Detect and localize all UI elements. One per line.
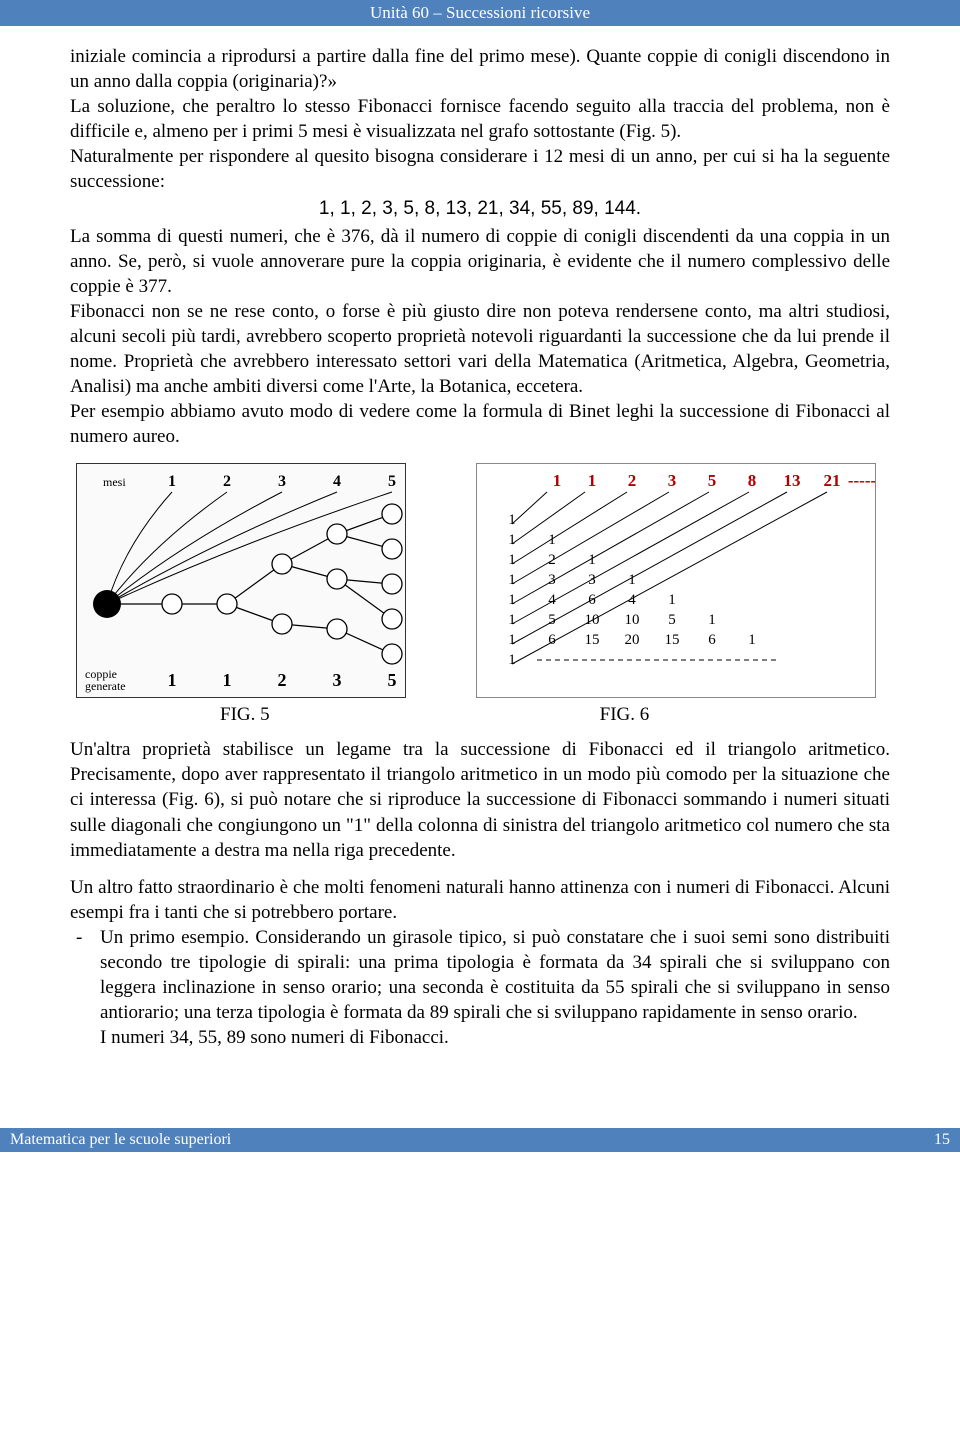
svg-text:2: 2: [548, 552, 556, 568]
svg-text:5: 5: [548, 612, 556, 628]
figure-row: mesi12345coppiegenerate11235 1123581321-…: [70, 463, 890, 698]
paragraph-8: Un altro fatto straordinario è che molti…: [70, 875, 890, 925]
svg-text:1: 1: [548, 532, 556, 548]
svg-text:1: 1: [708, 612, 716, 628]
svg-text:20: 20: [625, 632, 640, 648]
svg-text:1: 1: [553, 471, 562, 490]
svg-text:1: 1: [508, 532, 516, 548]
footer-left: Matematica per le scuole superiori: [10, 1131, 231, 1149]
svg-text:3: 3: [588, 572, 596, 588]
paragraph-4: La somma di questi numeri, che è 376, dà…: [70, 224, 890, 299]
svg-text:6: 6: [548, 632, 556, 648]
bullet-1-text: Un primo esempio. Considerando un giraso…: [100, 925, 890, 1025]
svg-text:6: 6: [588, 592, 596, 608]
svg-text:1: 1: [508, 552, 516, 568]
figure-captions: FIG. 5 FIG. 6: [70, 702, 890, 727]
svg-text:5: 5: [388, 473, 396, 490]
paragraph-6: Per esempio abbiamo avuto modo di vedere…: [70, 399, 890, 449]
svg-text:1: 1: [508, 512, 516, 528]
svg-text:15: 15: [665, 632, 680, 648]
svg-text:5: 5: [668, 612, 676, 628]
svg-text:-----: -----: [848, 471, 876, 490]
svg-text:1: 1: [508, 632, 516, 648]
paragraph-5: Fibonacci non se ne rese conto, o forse …: [70, 299, 890, 399]
svg-text:10: 10: [585, 612, 600, 628]
svg-text:4: 4: [548, 592, 556, 608]
bullet-1: - Un primo esempio. Considerando un gira…: [70, 925, 890, 1025]
svg-text:2: 2: [223, 473, 231, 490]
footer-page-number: 15: [934, 1131, 950, 1149]
svg-text:1: 1: [748, 632, 756, 648]
svg-text:4: 4: [628, 592, 636, 608]
svg-text:21: 21: [824, 471, 841, 490]
svg-text:mesi: mesi: [103, 475, 126, 489]
svg-text:3: 3: [278, 473, 286, 490]
svg-text:1: 1: [668, 592, 676, 608]
svg-text:generate: generate: [85, 679, 126, 693]
svg-text:13: 13: [784, 471, 801, 490]
svg-text:1: 1: [508, 572, 516, 588]
figure-6-diagram: 1123581321-----1111211331146411510105116…: [476, 463, 876, 698]
svg-text:5: 5: [708, 471, 717, 490]
page-header: Unità 60 – Successioni ricorsive: [0, 0, 960, 26]
svg-text:1: 1: [628, 572, 636, 588]
header-title: Unità 60 – Successioni ricorsive: [370, 3, 590, 22]
fibonacci-sequence: 1, 1, 2, 3, 5, 8, 13, 21, 34, 55, 89, 14…: [70, 196, 890, 221]
svg-text:1: 1: [168, 473, 176, 490]
svg-text:2: 2: [278, 670, 287, 690]
page-body: iniziale comincia a riprodursi a partire…: [0, 26, 960, 1060]
svg-text:5: 5: [388, 670, 397, 690]
paragraph-3: Naturalmente per rispondere al quesito b…: [70, 144, 890, 194]
bullet-1-tail: I numeri 34, 55, 89 sono numeri di Fibon…: [70, 1025, 890, 1050]
svg-text:1: 1: [223, 670, 232, 690]
paragraph-1: iniziale comincia a riprodursi a partire…: [70, 44, 890, 94]
svg-text:1: 1: [588, 471, 597, 490]
svg-text:4: 4: [333, 473, 341, 490]
bullet-dash: -: [70, 925, 100, 1025]
fig6-caption: FIG. 6: [600, 702, 650, 727]
svg-text:1: 1: [508, 652, 516, 668]
fig5-caption: FIG. 5: [220, 702, 270, 727]
paragraph-7: Un'altra proprietà stabilisce un legame …: [70, 737, 890, 862]
page-footer: Matematica per le scuole superiori 15: [0, 1128, 960, 1152]
svg-text:10: 10: [625, 612, 640, 628]
svg-text:3: 3: [548, 572, 556, 588]
svg-text:1: 1: [508, 592, 516, 608]
svg-text:6: 6: [708, 632, 716, 648]
svg-text:1: 1: [588, 552, 596, 568]
svg-text:1: 1: [168, 670, 177, 690]
svg-text:15: 15: [585, 632, 600, 648]
svg-text:3: 3: [668, 471, 677, 490]
svg-text:2: 2: [628, 471, 637, 490]
svg-text:8: 8: [748, 471, 757, 490]
paragraph-2: La soluzione, che peraltro lo stesso Fib…: [70, 94, 890, 144]
svg-text:1: 1: [508, 612, 516, 628]
svg-text:3: 3: [333, 670, 342, 690]
figure-5-diagram: mesi12345coppiegenerate11235: [76, 463, 406, 698]
